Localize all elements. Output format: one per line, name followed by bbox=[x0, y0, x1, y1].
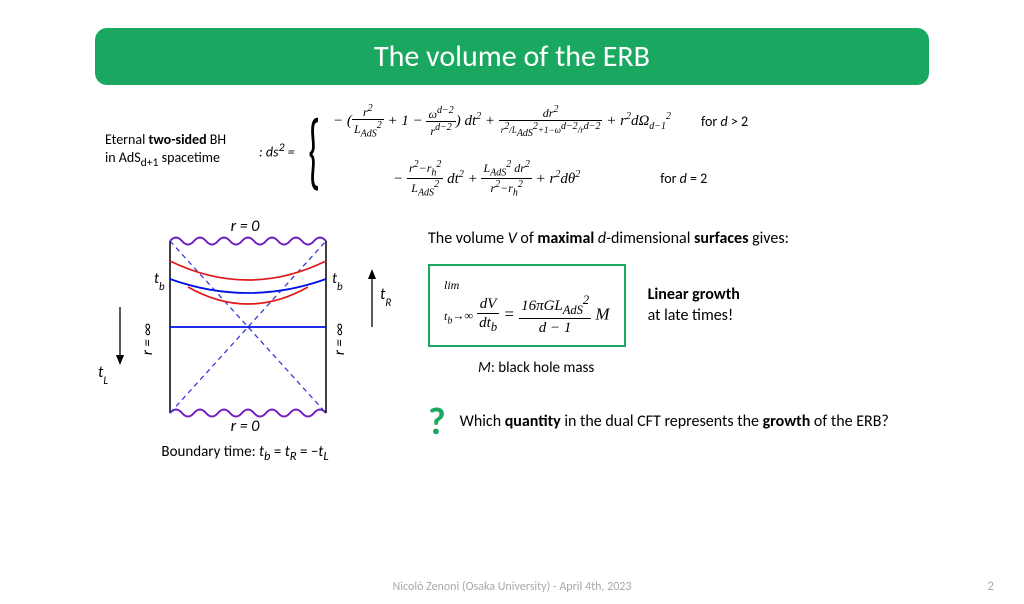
surface-text: The volume V of maximal d-dimensional su… bbox=[428, 229, 934, 248]
metric-prefix: : ds2 = bbox=[259, 141, 295, 161]
case2-formula: − r2−rh2LAdS2 dt2 + LAdS2 dr2r2−rh2 + r2… bbox=[393, 159, 580, 200]
growth-note: Linear growth at late times! bbox=[648, 285, 740, 327]
growth-formula-box: limtb→∞ dVdtb = 16πGLAdS2d − 1 M bbox=[428, 264, 626, 347]
question-text: Which quantity in the dual CFT represent… bbox=[460, 411, 889, 433]
r-inf-right: r = ∞ bbox=[331, 323, 349, 355]
tL-arrowhead bbox=[116, 355, 124, 365]
r0-top-label: r = 0 bbox=[231, 217, 261, 236]
metric-definition: Eternal two-sided BH in AdSd+1 spacetime… bbox=[0, 103, 1024, 199]
singularity-bottom bbox=[170, 410, 326, 417]
r0-bottom-label: r = 0 bbox=[231, 417, 261, 436]
brace-icon: { bbox=[308, 113, 320, 189]
tR-arrowhead bbox=[368, 269, 376, 279]
slide-title: The volume of the ERB bbox=[95, 28, 929, 85]
case2-cond: for d = 2 bbox=[660, 170, 707, 187]
question-mark-icon: ? bbox=[428, 399, 446, 445]
metric-cases: − (r2LAdS2 + 1 − ωd−2rd−2) dt2 + dr2r2/L… bbox=[333, 103, 748, 199]
r-inf-left: r = ∞ bbox=[139, 323, 157, 355]
case1-cond: for d > 2 bbox=[701, 113, 748, 130]
mass-note: M: black hole mass bbox=[478, 359, 934, 377]
tL-label: tL bbox=[98, 363, 108, 387]
singularity-top bbox=[170, 238, 326, 245]
penrose-diagram: r = 0 r = 0 tb tb bbox=[90, 217, 400, 437]
page-number: 2 bbox=[987, 579, 994, 594]
case1-formula: − (r2LAdS2 + 1 − ωd−2rd−2) dt2 + dr2r2/L… bbox=[333, 103, 671, 141]
results-column: The volume V of maximal d-dimensional su… bbox=[428, 217, 934, 464]
tb-left-label: tb bbox=[154, 270, 165, 293]
tR-label: tR bbox=[380, 285, 391, 309]
boundary-time-caption: Boundary time: tb = tR = −tL bbox=[90, 443, 400, 464]
tb-right-label: tb bbox=[332, 270, 343, 293]
red-slice-upper bbox=[170, 261, 326, 280]
footer-text: Nicolò Zenoni (Osaka University) - April… bbox=[0, 580, 1024, 594]
metric-label: Eternal two-sided BH in AdSd+1 spacetime bbox=[105, 131, 255, 171]
penrose-column: r = 0 r = 0 tb tb bbox=[90, 217, 400, 464]
